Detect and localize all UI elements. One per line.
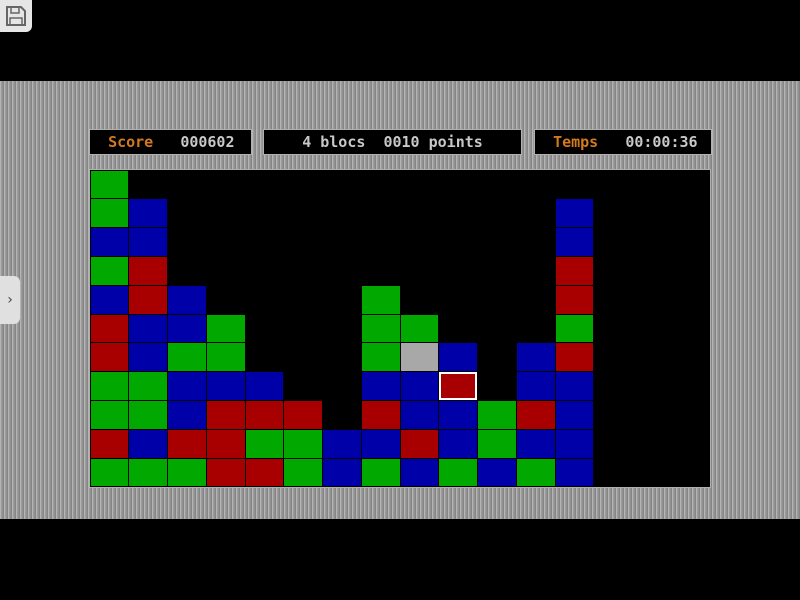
block-blue[interactable]: [555, 372, 594, 401]
block-blue[interactable]: [129, 343, 167, 372]
block-blue[interactable]: [516, 343, 555, 372]
block-blue[interactable]: [168, 372, 206, 401]
block-blue[interactable]: [555, 429, 594, 458]
floppy-disk-icon: [6, 6, 26, 26]
chevron-right-icon: ›: [7, 292, 13, 308]
block-blue[interactable]: [129, 314, 167, 343]
block-green[interactable]: [168, 458, 206, 487]
block-blue[interactable]: [439, 429, 477, 458]
score-value: 000602: [180, 133, 235, 151]
time-panel: Temps 00:00:36: [534, 129, 712, 155]
block-blue[interactable]: [400, 401, 439, 429]
side-panel-toggle[interactable]: ›: [0, 276, 20, 324]
block-blue[interactable]: [478, 458, 516, 487]
block-blue[interactable]: [516, 372, 555, 401]
block-red[interactable]: [400, 429, 439, 458]
block-green[interactable]: [478, 401, 516, 429]
block-red[interactable]: [129, 256, 167, 285]
block-red[interactable]: [361, 401, 400, 429]
block-blue[interactable]: [361, 429, 400, 458]
block-green[interactable]: [555, 314, 594, 343]
block-red[interactable]: [168, 429, 206, 458]
block-blue[interactable]: [129, 429, 167, 458]
time-value: 00:00:36: [625, 133, 698, 151]
block-red[interactable]: [206, 429, 245, 458]
block-green[interactable]: [439, 458, 477, 487]
block-green[interactable]: [478, 429, 516, 458]
block-green[interactable]: [129, 458, 167, 487]
block-red[interactable]: [245, 458, 284, 487]
block-red[interactable]: [245, 401, 284, 429]
block-green[interactable]: [284, 458, 322, 487]
block-blue[interactable]: [129, 199, 167, 228]
block-red[interactable]: [439, 372, 477, 401]
block-blue[interactable]: [168, 401, 206, 429]
block-blue[interactable]: [555, 401, 594, 429]
block-green[interactable]: [284, 429, 322, 458]
block-green[interactable]: [90, 372, 129, 401]
block-green[interactable]: [361, 343, 400, 372]
block-red[interactable]: [90, 314, 129, 343]
block-red[interactable]: [555, 256, 594, 285]
score-panel: Score 000602: [89, 129, 252, 155]
block-blue[interactable]: [129, 228, 167, 256]
block-blue[interactable]: [555, 228, 594, 256]
block-blue[interactable]: [555, 199, 594, 228]
block-green[interactable]: [129, 372, 167, 401]
score-label: Score: [108, 133, 154, 151]
block-red[interactable]: [516, 401, 555, 429]
block-green[interactable]: [361, 285, 400, 314]
block-blue[interactable]: [245, 372, 284, 401]
block-blue[interactable]: [400, 372, 439, 401]
block-green[interactable]: [90, 458, 129, 487]
block-green[interactable]: [129, 401, 167, 429]
block-green[interactable]: [206, 343, 245, 372]
block-blue[interactable]: [361, 372, 400, 401]
block-red[interactable]: [206, 458, 245, 487]
block-red[interactable]: [555, 343, 594, 372]
block-red[interactable]: [90, 343, 129, 372]
selection-text: 4 blocs 0010 points: [302, 133, 483, 151]
block-green[interactable]: [361, 458, 400, 487]
block-red[interactable]: [206, 401, 245, 429]
save-button[interactable]: [0, 0, 32, 32]
block-green[interactable]: [90, 170, 129, 199]
block-gray[interactable]: [400, 343, 439, 372]
block-blue[interactable]: [400, 458, 439, 487]
block-green[interactable]: [245, 429, 284, 458]
block-red[interactable]: [555, 285, 594, 314]
block-blue[interactable]: [168, 314, 206, 343]
block-blue[interactable]: [323, 429, 361, 458]
block-blue[interactable]: [516, 429, 555, 458]
block-blue[interactable]: [439, 343, 477, 372]
block-green[interactable]: [361, 314, 400, 343]
block-green[interactable]: [168, 343, 206, 372]
block-green[interactable]: [206, 314, 245, 343]
block-red[interactable]: [129, 285, 167, 314]
time-label: Temps: [553, 133, 599, 151]
selection-panel: 4 blocs 0010 points: [263, 129, 522, 155]
block-blue[interactable]: [206, 372, 245, 401]
block-blue[interactable]: [555, 458, 594, 487]
block-green[interactable]: [516, 458, 555, 487]
block-green[interactable]: [90, 199, 129, 228]
block-blue[interactable]: [90, 285, 129, 314]
block-red[interactable]: [284, 401, 322, 429]
block-green[interactable]: [90, 256, 129, 285]
block-blue[interactable]: [168, 285, 206, 314]
block-blue[interactable]: [90, 228, 129, 256]
block-red[interactable]: [90, 429, 129, 458]
block-green[interactable]: [400, 314, 439, 343]
block-blue[interactable]: [323, 458, 361, 487]
block-blue[interactable]: [439, 401, 477, 429]
block-green[interactable]: [90, 401, 129, 429]
game-board[interactable]: [89, 169, 711, 488]
